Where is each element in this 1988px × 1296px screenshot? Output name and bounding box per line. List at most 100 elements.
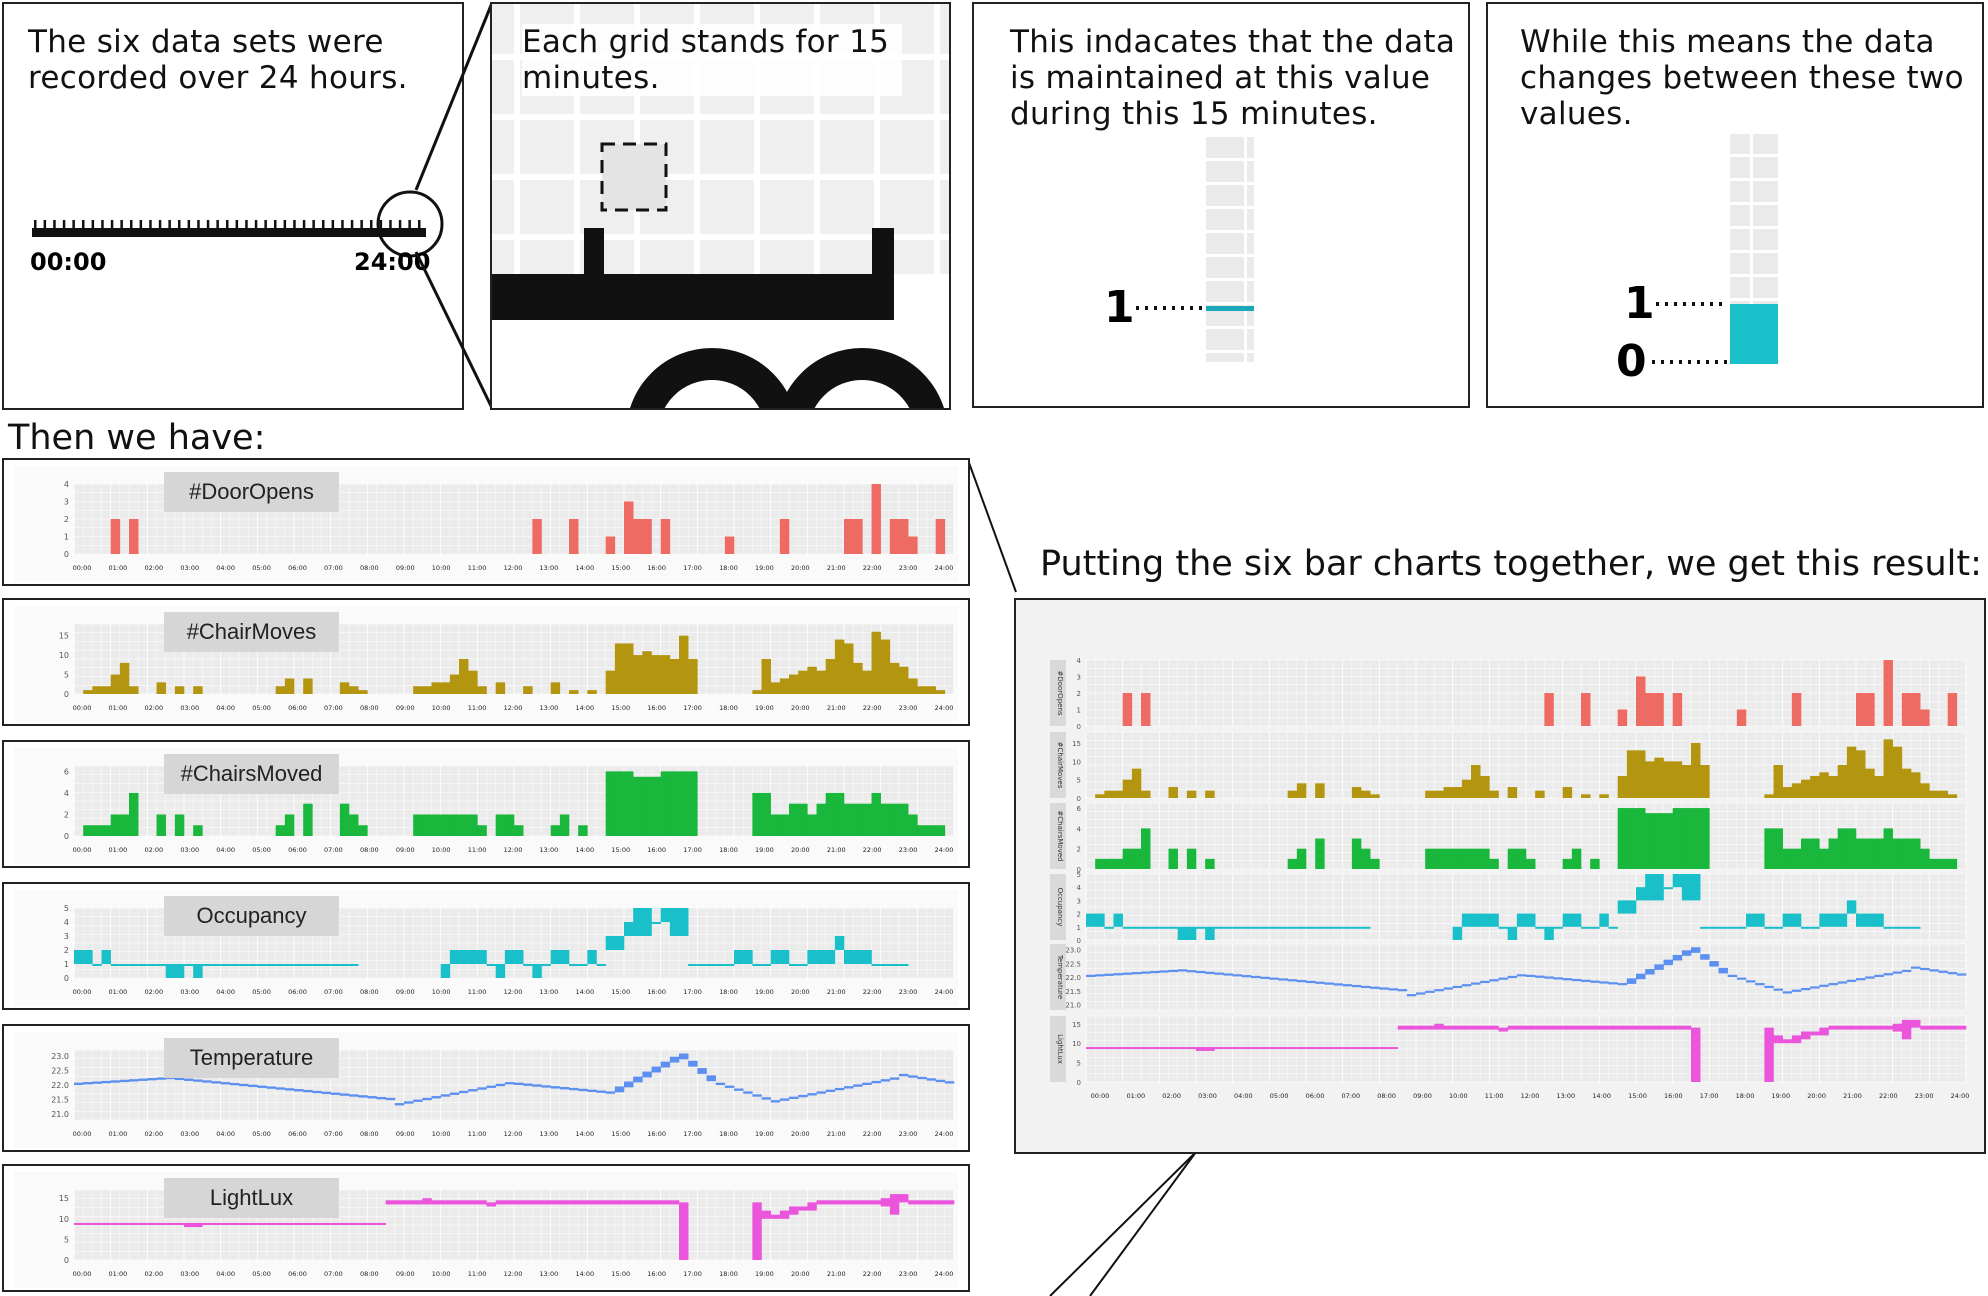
bar-mark [284, 814, 295, 836]
range-mark [1700, 926, 1710, 929]
bar-mark [651, 655, 661, 694]
range-mark [550, 1086, 561, 1089]
bar-mark [1920, 709, 1930, 726]
range-mark [119, 1222, 130, 1225]
range-mark [550, 950, 561, 964]
range-mark [1782, 913, 1793, 927]
bar-mark [1104, 790, 1114, 798]
range-mark [138, 964, 148, 966]
range-mark [944, 1200, 955, 1205]
mini-grid-line [1206, 134, 1254, 137]
range-mark [1773, 988, 1783, 991]
timeline-tick [350, 220, 354, 229]
range-mark [633, 908, 643, 936]
bar-mark [559, 814, 570, 836]
range-mark [1718, 967, 1728, 974]
range-mark [1544, 926, 1554, 940]
range-mark [1819, 984, 1829, 987]
chart-panel-temperature: 23.0 22.5 22.0 21.5 21.0 00:00 01:00 02:00 03:00… [2, 1024, 970, 1152]
timeline-tick [120, 220, 123, 229]
bar-mark [1901, 693, 1912, 726]
bar-mark [1791, 783, 1802, 798]
range-mark [1315, 926, 1325, 929]
range-mark [83, 950, 93, 964]
bar-mark [605, 670, 616, 694]
x-tick-label: 06:00 [288, 564, 307, 572]
digit-zero-left [630, 348, 794, 408]
range-mark [1131, 1047, 1142, 1050]
chart-5: 15 10 5 0 00:00 01:00 02:00 03:00 04:00 05:00 06:0… [14, 1172, 958, 1288]
y-tick-label: 10 [59, 651, 69, 660]
mini-grid-line [1730, 250, 1778, 253]
chart-2: 6 4 2 0 00:00 01:00 02:00 03:00 04:00 05:00 06:00 0… [14, 748, 958, 864]
x-tick-label: 05:00 [252, 846, 271, 854]
x-tick-label: 15:00 [611, 564, 630, 572]
range-mark [825, 950, 836, 964]
range-mark [1608, 1025, 1618, 1030]
x-tick-label: 23:00 [1915, 1092, 1934, 1100]
x-tick-label: 02:00 [144, 988, 163, 996]
range-mark [1681, 950, 1692, 956]
range-mark [1296, 1047, 1307, 1050]
facet-strip [1050, 874, 1066, 940]
bar-mark [1846, 828, 1857, 869]
facet-label: #ChairMoves [1056, 742, 1064, 789]
x-tick-label: 21:00 [1843, 1092, 1862, 1100]
range-mark [1489, 913, 1499, 927]
range-mark [413, 1200, 423, 1205]
timeline-tick [331, 220, 335, 229]
y-tick-label: 0 [1077, 723, 1081, 731]
range-mark [211, 1081, 221, 1084]
zoom-grid-line [874, 4, 880, 274]
x-tick-label: 18:00 [719, 1130, 738, 1138]
bar-mark [1929, 790, 1939, 798]
y-tick-label: 2 [1077, 846, 1081, 854]
bar-mark [1883, 660, 1893, 726]
x-tick-label: 20:00 [791, 564, 810, 572]
range-mark [1177, 1047, 1188, 1050]
bar-mark [853, 662, 863, 694]
range-mark [1526, 1025, 1536, 1030]
bar-mark [1315, 783, 1325, 798]
range-mark [816, 950, 826, 964]
range-mark [1287, 926, 1298, 929]
range-mark [1452, 985, 1463, 988]
range-mark [1388, 988, 1398, 991]
range-mark [1516, 1025, 1527, 1030]
combined-chart-panel: 4 3 2 1 0 #DoorOpens 15 10 5 0 #ChairMoves 6 4 2 0 #Cha… [1014, 598, 1986, 1154]
range-mark [1846, 979, 1857, 982]
bar-mark [1736, 709, 1747, 726]
bar-mark [275, 686, 286, 694]
bar-mark [1636, 808, 1646, 869]
bar-mark [1874, 776, 1884, 798]
y-tick-label: 21.0 [51, 1110, 69, 1119]
range-mark [1590, 926, 1600, 929]
timeline-tick [370, 220, 373, 229]
range-mark [743, 1091, 753, 1094]
range-mark [1819, 913, 1829, 927]
range-mark [1425, 1025, 1435, 1030]
mini-grid-line [1206, 230, 1254, 233]
bar-mark [1911, 693, 1921, 726]
chart-title: #ChairsMoved [164, 754, 339, 794]
range-mark [899, 964, 909, 966]
range-mark [266, 964, 276, 966]
range-mark [330, 964, 341, 966]
range-mark [642, 1200, 652, 1205]
range-mark [1104, 1047, 1114, 1050]
facet-label: LightLux [1056, 1034, 1064, 1064]
x-tick-label: 08:00 [360, 1270, 379, 1278]
range-mark [1251, 1047, 1261, 1050]
range-mark [779, 1098, 790, 1101]
range-mark [862, 1082, 872, 1085]
range-mark [1434, 1023, 1444, 1030]
x-tick-label: 10:00 [432, 846, 451, 854]
bar-mark [1672, 761, 1683, 798]
range-mark [321, 1222, 331, 1225]
bar-mark [844, 643, 854, 694]
x-tick-label: 14:00 [575, 846, 594, 854]
range-mark [880, 1079, 891, 1082]
axis-tick-left [584, 228, 604, 278]
range-mark [1709, 926, 1719, 929]
range-mark [660, 1200, 671, 1205]
